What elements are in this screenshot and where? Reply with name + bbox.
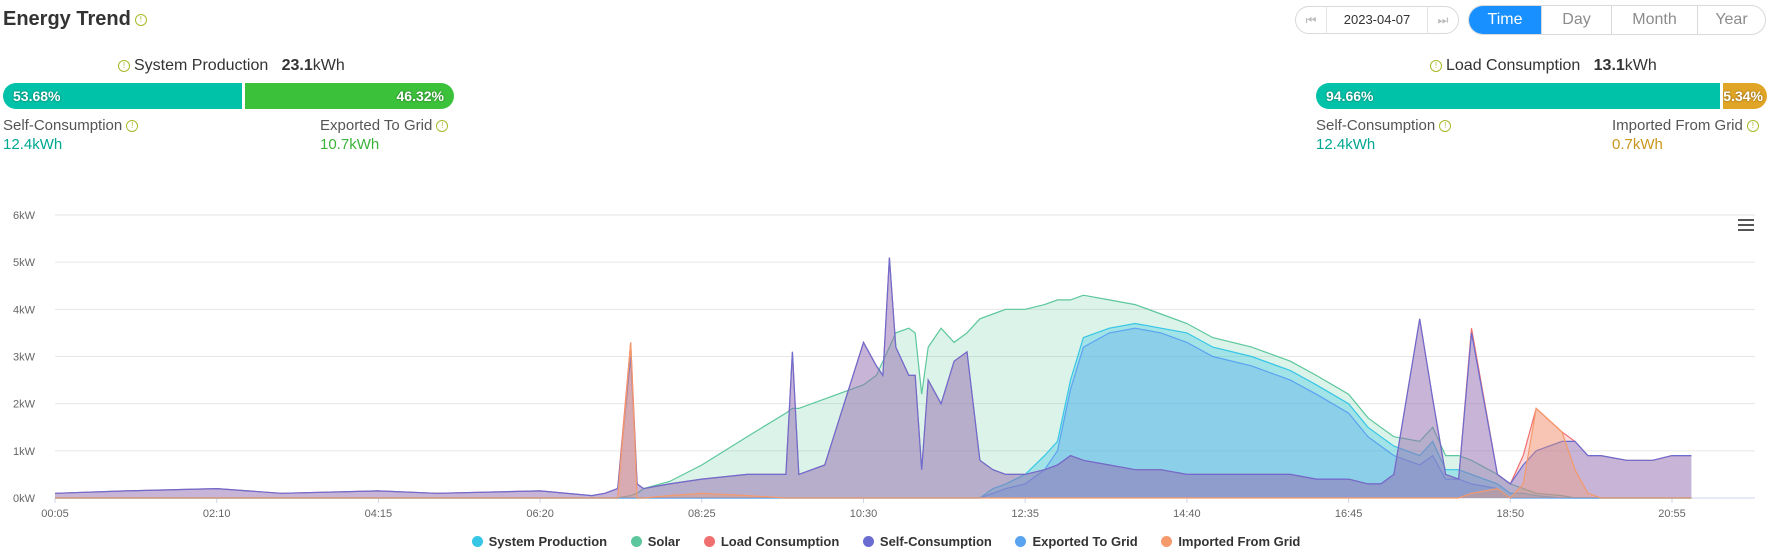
legend-solar[interactable]: Solar [630,534,680,549]
consumption-split-bar: 94.66% 5.34% [1316,83,1767,109]
legend-dot-icon [471,536,483,547]
info-icon[interactable]: ! [118,59,130,72]
info-icon[interactable]: ! [436,120,449,133]
area-system-production [55,323,1692,498]
consumption-self-label: Self-Consumption! [1316,117,1452,134]
page-title: Energy Trend! [3,8,147,31]
production-self-label: Self-Consumption! [3,117,139,134]
x-tick-label: 04:15 [365,508,393,520]
legend-dot-icon [1015,536,1027,547]
x-tick-label: 06:20 [526,508,554,520]
area-exported-to-grid [55,328,1692,498]
y-tick-label: 0kW [13,493,36,505]
imported-share: 5.34% [1723,83,1767,109]
area-load-consumption [55,257,1692,498]
y-tick-label: 5kW [13,257,36,269]
legend-self-consumption[interactable]: Self-Consumption [862,534,992,549]
legend-load-consumption[interactable]: Load Consumption [703,534,839,549]
exported-value: 10.7kWh [320,136,380,153]
chart-legend: System Production Solar Load Consumption… [0,534,1772,549]
x-tick-label: 12:35 [1011,508,1039,520]
legend-imported-from-grid[interactable]: Imported From Grid [1161,534,1300,549]
date-input[interactable]: 2023-04-07 [1326,7,1428,33]
exported-label: Exported To Grid! [320,117,449,134]
area-imported-from-grid [55,342,1692,498]
info-icon[interactable]: ! [126,120,139,133]
y-tick-label: 6kW [13,210,36,222]
chart-menu-icon[interactable] [1738,219,1754,233]
imported-value: 0.7kWh [1612,136,1663,153]
date-picker: ⏮ 2023-04-07 ⏭ [1295,6,1459,34]
prev-day-icon[interactable]: ⏮ [1305,13,1317,27]
consumption-self-value: 12.4kWh [1316,136,1376,153]
line-imported-from-grid [55,342,1692,499]
line-self-consumption [54,257,1692,497]
production-split-bar: 53.68% 46.32% [3,83,454,109]
info-icon[interactable]: ! [1430,59,1442,72]
x-tick-label: 00:05 [41,508,69,520]
legend-dot-icon [862,536,874,547]
x-tick-label: 14:40 [1173,508,1201,520]
consumption-header: ! Load Consumption 13.1kWh [1430,57,1657,75]
legend-exported-to-grid[interactable]: Exported To Grid [1015,534,1138,549]
tab-year[interactable]: Year [1697,6,1765,34]
self-consumption-share: 53.68% [3,83,245,109]
x-tick-label: 18:50 [1497,508,1525,520]
legend-dot-icon [1161,536,1173,547]
y-tick-label: 1kW [13,446,36,458]
y-tick-label: 3kW [13,352,36,364]
imported-label: Imported From Grid! [1612,117,1759,134]
area-self-consumption [55,257,1692,498]
x-tick-label: 20:55 [1658,508,1686,520]
info-icon[interactable]: ! [134,13,147,26]
energy-trend-chart: 0kW 1kW 2kW 3kW 4kW 5kW 6kW 00:05 02:10 04:15 06:2… [13,210,1755,520]
info-icon[interactable]: ! [1746,120,1759,133]
tab-time[interactable]: Time [1469,6,1541,34]
x-tick-label: 16:45 [1335,508,1363,520]
legend-dot-icon [703,536,715,547]
production-self-value: 12.4kWh [3,136,63,153]
y-tick-label: 4kW [13,304,36,316]
period-tabs: Time Day Month Year [1468,5,1766,35]
tab-month[interactable]: Month [1611,6,1697,34]
next-day-icon[interactable]: ⏭ [1437,13,1449,27]
legend-dot-icon [630,536,642,547]
exported-share: 46.32% [245,83,454,109]
legend-system-production[interactable]: System Production [471,534,607,549]
x-tick-label: 02:10 [203,508,231,520]
y-tick-label: 2kW [13,399,36,411]
production-header: ! System Production 23.1kWh [118,57,345,75]
self-consumption-share: 94.66% [1316,83,1724,109]
info-icon[interactable]: ! [1439,120,1452,133]
x-tick-label: 08:25 [688,508,716,520]
x-tick-label: 10:30 [850,508,878,520]
area-solar [55,295,1692,498]
tab-day[interactable]: Day [1541,6,1611,34]
